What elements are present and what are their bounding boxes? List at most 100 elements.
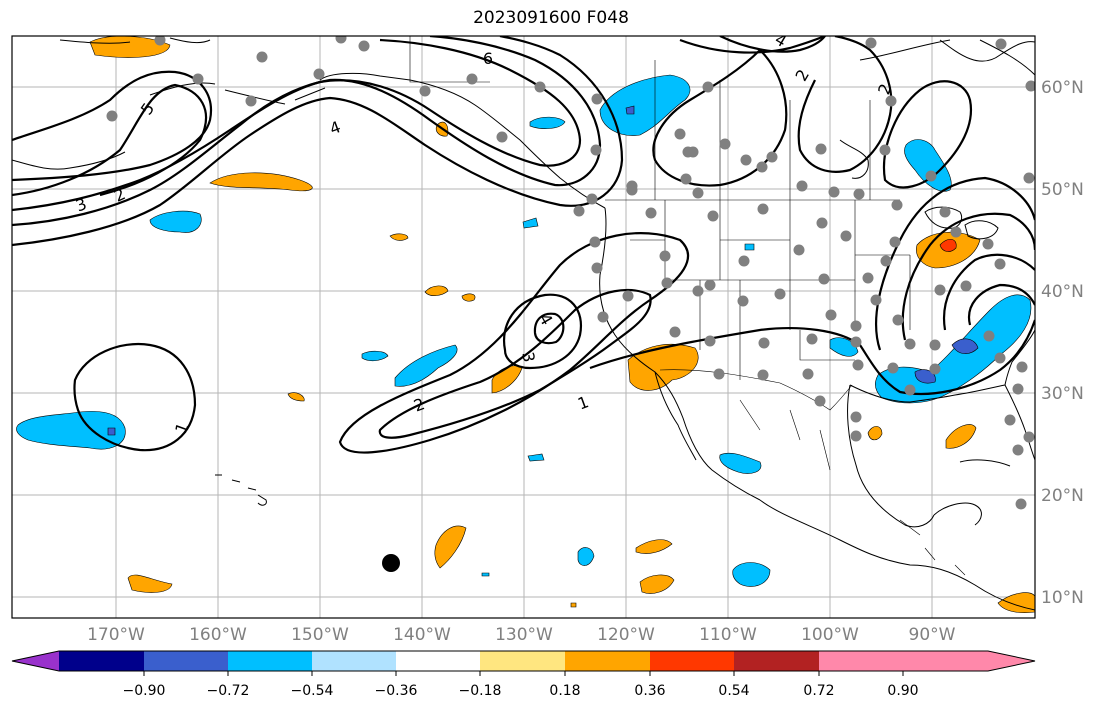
contour-line (589, 319, 1035, 395)
lat-label: 30°N (1041, 384, 1084, 404)
colorbar-segment (312, 651, 396, 671)
red-patch (939, 239, 957, 252)
map-title: 2023091600 F048 (473, 8, 629, 28)
purple-patch (914, 369, 936, 384)
colorbar-segment (650, 651, 734, 671)
yucatan (933, 502, 982, 526)
blue-patch (732, 562, 771, 587)
blue-patch (149, 210, 202, 233)
east-coast (1004, 329, 1035, 386)
lon-label: 100°W (801, 625, 859, 645)
colorbar-tick-label: 0.54 (718, 683, 749, 699)
colorbar-tick-label: 0.18 (549, 683, 580, 699)
colorbar-tick-label: −0.72 (207, 683, 250, 699)
lat-label: 40°N (1041, 282, 1084, 302)
blue-patch (904, 139, 952, 192)
blue-patch (529, 116, 566, 129)
location-marker (382, 554, 400, 572)
lat-label: 50°N (1041, 180, 1084, 200)
us-mexico-border (659, 369, 853, 411)
station-dots (106, 36, 1035, 510)
alaska-border (409, 36, 490, 83)
blue-patch (719, 452, 762, 474)
lat-label: 20°N (1041, 486, 1084, 506)
florida (1004, 384, 1035, 461)
canada-provinces (654, 60, 871, 200)
colorbar-segment (819, 651, 1035, 671)
contour-line (797, 36, 893, 173)
gulf-coast (849, 384, 1006, 403)
contour-line (502, 293, 583, 370)
colorbar-segment (12, 651, 59, 671)
contour-label: 1 (575, 392, 591, 413)
orange-patch (389, 233, 409, 241)
orange-patch (997, 592, 1035, 614)
blue-patch (522, 217, 539, 229)
contour-line (338, 232, 690, 454)
contour-label: 2 (411, 394, 427, 415)
contour-line (967, 283, 1035, 326)
colorbar-segment (144, 651, 228, 671)
colorbar-tick-label: −0.18 (459, 683, 502, 699)
coastlines (12, 37, 1035, 611)
contour-labels: 6 5 4 3 2 4 3 2 1 1 4 2 2 (73, 36, 895, 436)
contour-label: 4 (535, 310, 557, 328)
colorbar-segment (734, 651, 819, 671)
blue-patch (394, 344, 458, 387)
anomaly-patches (16, 36, 1035, 614)
greenland (939, 39, 1035, 62)
colorbar-segment (59, 651, 144, 671)
hawaii (215, 474, 267, 506)
colorbar: −0.90 −0.72 −0.54 −0.36 −0.18 0.18 0.36 … (11, 650, 1036, 699)
blue-patch (744, 243, 755, 251)
contour-label: 4 (327, 117, 343, 138)
cuba (959, 459, 1011, 467)
map-frame (11, 35, 1036, 619)
colorbar-segment (396, 651, 480, 671)
contour-line (378, 288, 652, 439)
orange-patch (424, 285, 449, 296)
blue-patch (527, 453, 545, 462)
lon-label: 170°W (87, 625, 145, 645)
lon-label: 120°W (597, 625, 655, 645)
contour-line (901, 212, 1035, 341)
orange-patch (127, 574, 173, 593)
contour-label: 3 (518, 350, 538, 363)
orange-patch (570, 602, 577, 608)
contour-line (12, 83, 208, 197)
lon-label: 150°W (291, 625, 349, 645)
state-lines (630, 200, 911, 380)
colorbar-tick-label: 0.90 (887, 683, 918, 699)
orange-patch (209, 172, 313, 192)
mexico-coast (759, 499, 1035, 611)
contour-line (12, 36, 602, 227)
contour-line (679, 36, 826, 54)
orange-patch (627, 343, 699, 391)
contour-line (719, 36, 826, 53)
contour-line (73, 342, 197, 452)
contour-line (12, 70, 213, 182)
hudson-bay (839, 139, 869, 179)
blue-patch (577, 547, 595, 566)
colorbar-tick-label: −0.90 (123, 683, 166, 699)
contour-line (942, 253, 1035, 331)
lon-label: 160°W (189, 625, 247, 645)
contour-line (12, 36, 624, 247)
contour-line (533, 312, 565, 345)
blue-patch (875, 294, 1032, 404)
lon-label: 90°W (909, 625, 956, 645)
blue-patch (481, 572, 490, 577)
longitude-labels: 170°W 160°W 150°W 140°W 130°W 120°W 110°… (87, 625, 956, 645)
russia-coast (59, 37, 211, 44)
lon-label: 130°W (495, 625, 553, 645)
contour-label: 6 (483, 49, 493, 68)
blue-patch (599, 74, 691, 136)
purple-patch (951, 338, 979, 354)
gridlines (12, 36, 1035, 618)
colorbar-tick-label: 0.72 (803, 683, 834, 699)
colorbar-outline (11, 650, 1036, 672)
political-borders (409, 36, 966, 576)
contour-label: 2 (791, 66, 813, 84)
lon-label: 110°W (699, 625, 757, 645)
